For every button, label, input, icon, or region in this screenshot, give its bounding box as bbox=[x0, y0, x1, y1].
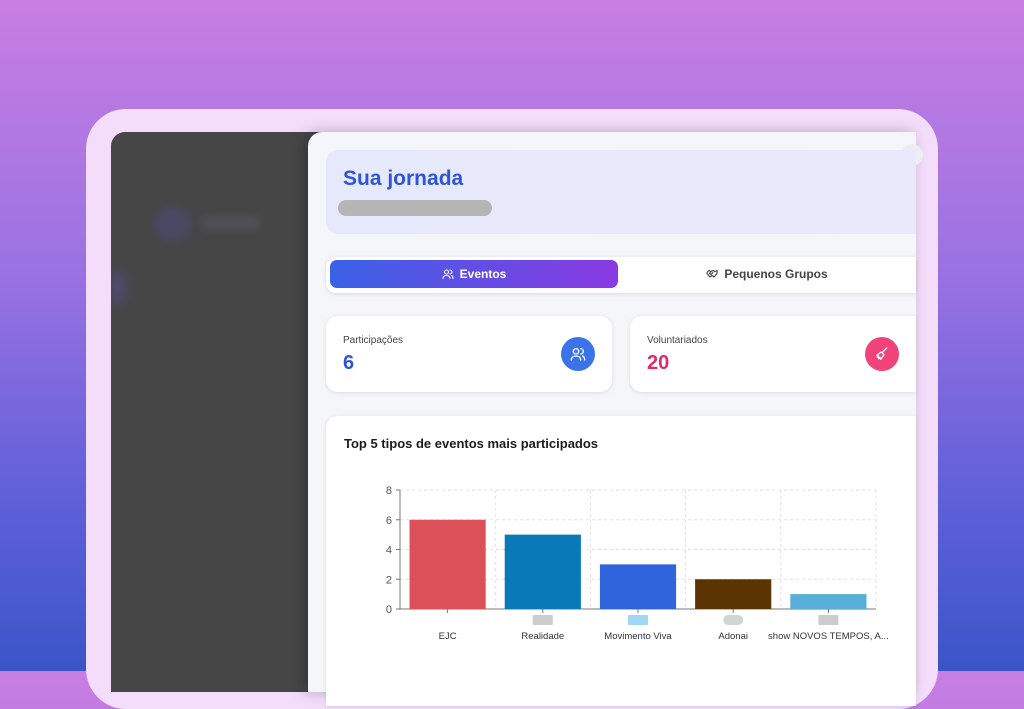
voluntariados-label: Voluntariados bbox=[647, 335, 708, 346]
x-tick-label: EJC bbox=[439, 631, 457, 642]
viva-logo bbox=[628, 615, 648, 625]
y-tick-label: 8 bbox=[386, 485, 392, 497]
voluntariados-card: Voluntariados 20 bbox=[630, 316, 916, 392]
y-tick-label: 0 bbox=[386, 604, 392, 616]
x-tick-label: Realidade bbox=[521, 631, 564, 642]
participacoes-card: Participações 6 bbox=[326, 316, 612, 392]
blurred-logo bbox=[155, 206, 191, 242]
viva-logo-mark bbox=[628, 615, 648, 625]
novos-tempos-logo-mark bbox=[818, 615, 839, 625]
blurred-brand-text bbox=[201, 216, 261, 230]
bar-3 bbox=[599, 564, 677, 609]
bar-1 bbox=[409, 519, 486, 609]
users-icon bbox=[570, 348, 586, 361]
tab-bar: Eventos Pequenos Grupos bbox=[326, 257, 916, 293]
voluntariados-value: 20 bbox=[647, 352, 670, 374]
y-tick-label: 2 bbox=[386, 574, 392, 586]
users-icon bbox=[442, 269, 454, 280]
bar-2 bbox=[504, 534, 581, 609]
user-name-skeleton bbox=[338, 200, 492, 216]
journey-panel: × Sua jornada Eventos Pequenos Grupos Pa… bbox=[308, 132, 923, 706]
blurred-sidebar-indicator bbox=[111, 272, 125, 302]
x-tick-label: show NOVOS TEMPOS, A... bbox=[768, 631, 889, 642]
participacoes-icon-badge bbox=[561, 337, 595, 371]
participacoes-label: Participações bbox=[343, 335, 404, 346]
y-tick-label: 6 bbox=[386, 515, 392, 527]
bar-chart: 0 2 4 6 8 EJC Realidade Movimento Viva Adonai sho… bbox=[386, 485, 889, 642]
chart-card: Top 5 tipos de eventos mais participados… bbox=[326, 416, 916, 706]
bar-5 bbox=[790, 594, 867, 609]
adonai-logo bbox=[723, 615, 744, 625]
tab-eventos-label: Eventos bbox=[459, 267, 507, 281]
page-title: Sua jornada bbox=[343, 167, 464, 190]
chart-title: Top 5 tipos de eventos mais participados bbox=[344, 436, 599, 451]
realidade-logo-mark bbox=[532, 615, 553, 625]
x-tick-label: Adonai bbox=[718, 631, 748, 642]
tab-pequenos-grupos-label: Pequenos Grupos bbox=[724, 267, 828, 281]
bar-4 bbox=[695, 579, 772, 609]
participacoes-value: 6 bbox=[343, 352, 355, 374]
tab-pequenos-grupos[interactable]: Pequenos Grupos bbox=[622, 260, 912, 288]
broom-icon bbox=[876, 347, 888, 360]
voluntariados-icon-badge bbox=[865, 337, 899, 371]
novos-tempos-logo bbox=[818, 615, 839, 625]
realidade-logo bbox=[532, 615, 553, 625]
adonai-logo-mark bbox=[723, 615, 744, 625]
y-tick-label: 4 bbox=[386, 545, 392, 557]
x-tick-label: Movimento Viva bbox=[604, 631, 672, 642]
header-card: Sua jornada bbox=[326, 150, 916, 234]
tab-eventos[interactable]: Eventos bbox=[330, 260, 618, 288]
handshake-icon bbox=[706, 269, 718, 278]
